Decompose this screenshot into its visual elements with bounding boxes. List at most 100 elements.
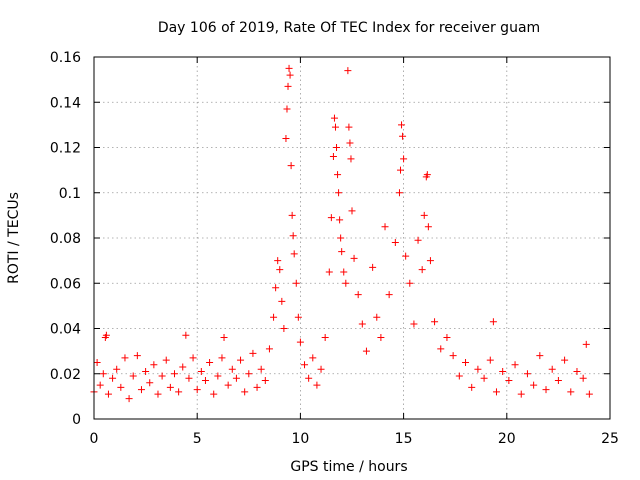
data-point <box>257 365 265 373</box>
x-axis-label: GPS time / hours <box>290 459 407 475</box>
data-point <box>418 266 426 274</box>
data-point <box>287 162 295 170</box>
data-point <box>468 383 476 391</box>
data-point <box>214 372 222 380</box>
y-tick-label: 0.14 <box>50 95 81 111</box>
data-point <box>201 377 209 385</box>
data-point <box>338 248 346 256</box>
data-point <box>399 132 407 140</box>
data-point <box>511 361 519 369</box>
data-point <box>286 71 294 79</box>
data-point <box>329 153 337 161</box>
data-point <box>305 374 313 382</box>
data-point <box>423 171 431 179</box>
grid <box>94 57 610 419</box>
data-point <box>492 388 500 396</box>
data-point <box>210 390 218 398</box>
data-point <box>129 372 137 380</box>
data-point <box>548 365 556 373</box>
data-point <box>523 370 531 378</box>
data-point <box>561 356 569 364</box>
data-point <box>289 232 297 240</box>
y-tick-label: 0.04 <box>50 322 81 338</box>
data-point <box>249 349 257 357</box>
data-point <box>237 356 245 364</box>
data-point <box>170 370 178 378</box>
data-point <box>296 338 304 346</box>
data-point <box>340 268 348 276</box>
data-point <box>336 216 344 224</box>
data-point <box>573 367 581 375</box>
data-point <box>449 352 457 360</box>
data-point <box>158 372 166 380</box>
data-point <box>337 234 345 242</box>
chart-title: Day 106 of 2019, Rate Of TEC Index for r… <box>158 20 540 36</box>
data-point <box>261 377 269 385</box>
x-tick-label: 10 <box>291 431 309 447</box>
data-point <box>400 155 408 163</box>
data-point <box>290 250 298 258</box>
x-tick-label: 0 <box>90 431 99 447</box>
data-point <box>224 381 232 389</box>
data-point <box>283 105 291 113</box>
x-tick-label: 25 <box>601 431 619 447</box>
data-point <box>189 354 197 362</box>
data-point <box>280 325 288 332</box>
data-point <box>348 207 356 215</box>
y-tick-label: 0.02 <box>50 367 81 383</box>
data-point <box>536 352 544 360</box>
data-point <box>437 345 445 353</box>
data-point <box>175 388 183 396</box>
data-point <box>113 365 121 373</box>
y-axis-label: ROTI / TECUs <box>6 192 22 284</box>
data-point <box>410 320 418 328</box>
data-point <box>265 345 273 353</box>
y-tick-label: 0.12 <box>50 141 81 157</box>
data-point <box>162 356 170 364</box>
data-point <box>335 189 343 197</box>
data-point <box>381 223 389 231</box>
data-point <box>406 279 414 287</box>
y-tick-label: 0.1 <box>59 186 81 202</box>
data-point <box>385 291 393 299</box>
data-point <box>317 365 325 373</box>
data-point <box>206 358 214 366</box>
data-point <box>278 297 286 305</box>
data-point <box>334 171 342 179</box>
data-point <box>330 114 338 122</box>
data-point <box>402 252 410 260</box>
data-point <box>486 356 494 364</box>
data-point <box>489 318 497 326</box>
data-point <box>220 334 228 342</box>
data-point <box>284 82 292 90</box>
data-point <box>133 352 141 360</box>
data-point <box>391 239 399 247</box>
data-point <box>104 390 112 398</box>
data-point <box>325 268 333 276</box>
data-point <box>102 331 110 339</box>
data-point <box>309 354 317 362</box>
data-point <box>166 383 174 391</box>
data-point <box>228 365 236 373</box>
data-point <box>99 370 107 378</box>
data-point <box>530 381 538 389</box>
data-point <box>369 263 377 271</box>
data-point <box>431 318 439 326</box>
data-point <box>321 334 329 342</box>
data-point <box>426 257 434 265</box>
data-point <box>582 340 590 348</box>
data-point <box>282 134 290 142</box>
data-point <box>146 379 154 387</box>
data-point <box>93 358 101 366</box>
data-point <box>480 374 488 382</box>
data-point <box>218 354 226 362</box>
data-point <box>344 67 352 75</box>
data-point <box>142 367 150 375</box>
data-point <box>443 334 451 342</box>
data-points <box>90 64 593 403</box>
data-point <box>347 155 355 163</box>
data-point <box>358 320 366 328</box>
data-point <box>301 361 309 369</box>
data-point <box>285 64 293 72</box>
data-point <box>517 390 525 398</box>
